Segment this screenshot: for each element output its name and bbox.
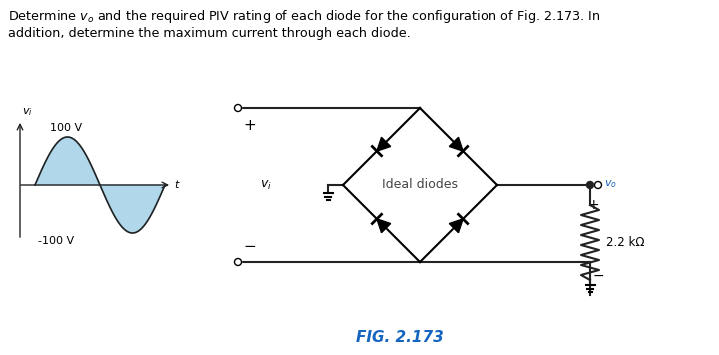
- Text: $t$: $t$: [174, 178, 180, 190]
- Polygon shape: [377, 219, 390, 233]
- Text: +: +: [243, 118, 256, 133]
- Text: Determine $v_o$ and the required PIV rating of each diode for the configuration : Determine $v_o$ and the required PIV rat…: [8, 8, 601, 40]
- Text: $v_i$: $v_i$: [22, 106, 32, 118]
- Text: −: −: [593, 269, 605, 283]
- Circle shape: [595, 181, 602, 189]
- Polygon shape: [449, 137, 463, 151]
- Polygon shape: [35, 137, 100, 185]
- Polygon shape: [449, 219, 463, 233]
- Circle shape: [587, 181, 593, 189]
- Polygon shape: [100, 185, 165, 233]
- Text: $v_o$: $v_o$: [604, 178, 617, 190]
- Text: FIG. 2.173: FIG. 2.173: [356, 330, 444, 345]
- Circle shape: [234, 104, 242, 111]
- Text: $v_i$: $v_i$: [260, 179, 272, 192]
- Text: 2.2 kΩ: 2.2 kΩ: [606, 236, 644, 249]
- Text: 100 V: 100 V: [50, 123, 82, 133]
- Polygon shape: [377, 137, 390, 151]
- Text: +: +: [587, 198, 599, 212]
- Text: -100 V: -100 V: [38, 236, 74, 246]
- Text: Ideal diodes: Ideal diodes: [382, 179, 458, 191]
- Text: −: −: [243, 239, 256, 254]
- Circle shape: [234, 258, 242, 266]
